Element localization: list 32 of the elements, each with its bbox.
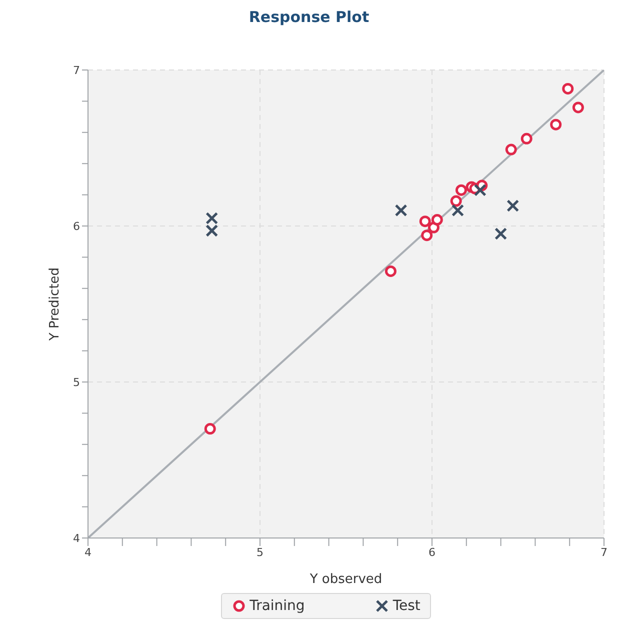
x-tick-label: 4: [84, 546, 92, 559]
point: [431, 214, 443, 226]
point: [206, 212, 218, 224]
point: [505, 144, 517, 156]
point: [419, 216, 431, 228]
y-tick-label: 4: [73, 532, 80, 545]
point: [572, 102, 584, 114]
point: [204, 423, 216, 435]
legend-label: Test: [392, 598, 420, 614]
point: [421, 230, 433, 242]
x-tick-label: 5: [256, 546, 264, 559]
x-tick-label: 7: [600, 546, 608, 559]
point: [452, 204, 464, 217]
point: [384, 265, 396, 277]
point: [206, 224, 218, 237]
chart-title: Response Plot: [248, 8, 370, 28]
legend-label: Training: [248, 598, 305, 614]
point: [455, 184, 467, 196]
point: [506, 199, 520, 212]
point: [474, 184, 486, 196]
y-tick-label: 7: [73, 64, 80, 77]
point: [394, 204, 408, 217]
x-tick-label: 6: [428, 546, 436, 559]
y-axis-title: Y Predicted: [48, 267, 63, 342]
point: [562, 82, 574, 94]
point: [450, 195, 462, 207]
x-axis-title: Y observed: [308, 572, 382, 587]
point: [550, 118, 562, 130]
y-tick-label: 5: [73, 376, 80, 389]
point: [494, 228, 508, 240]
y-tick-label: 6: [73, 220, 80, 233]
point: [520, 132, 532, 144]
